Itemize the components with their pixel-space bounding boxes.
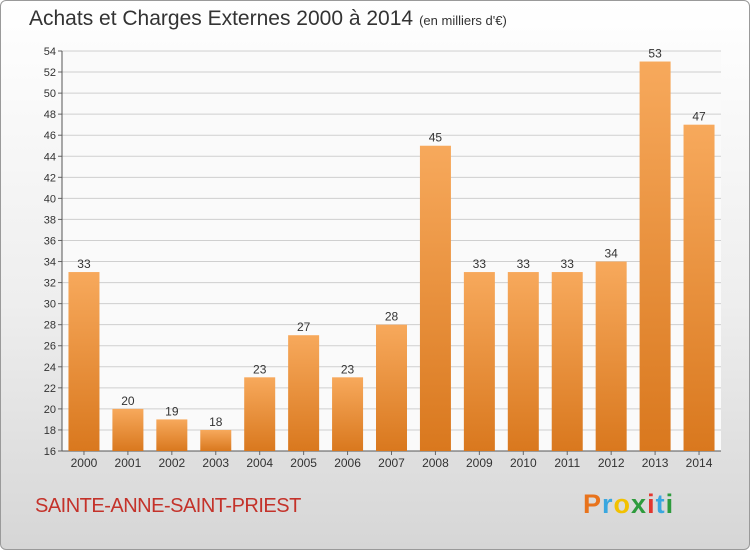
logo-letter: i [665,489,675,519]
y-tick-label: 36 [44,235,56,247]
bar [68,272,100,451]
x-tick-label: 2000 [71,456,98,470]
proxiti-logo: Proxiti [583,489,674,520]
bar [463,272,495,451]
y-tick-label: 16 [44,446,56,458]
bar [200,429,232,451]
x-tick-label: 2014 [686,456,713,470]
bar [288,335,320,451]
bar-value-label: 20 [121,394,135,408]
y-tick-label: 38 [44,214,56,226]
bar [376,324,407,451]
x-tick-label: 2008 [422,456,449,470]
bar [595,261,627,451]
logo-letter: o [613,489,632,519]
bar [551,272,583,451]
bar-value-label: 33 [473,257,487,271]
bar-value-label: 53 [648,47,662,61]
y-tick-label: 48 [44,109,56,121]
y-tick-label: 26 [44,341,56,353]
bar-value-label: 18 [209,415,223,429]
x-tick-label: 2011 [554,456,580,470]
x-tick-label: 2003 [202,456,229,470]
logo-letter: t [655,489,666,519]
logo-letter: P [583,489,603,519]
y-tick-label: 52 [44,67,56,79]
x-tick-label: 2002 [158,456,185,470]
bar-value-label: 28 [385,310,399,324]
bar-value-label: 33 [517,257,531,271]
bar-value-label: 47 [692,110,706,124]
y-tick-label: 54 [44,46,56,58]
bar-value-label: 33 [77,257,91,271]
y-tick-label: 20 [44,404,56,416]
y-tick-label: 44 [44,151,56,163]
y-tick-label: 24 [44,362,56,374]
y-tick-label: 50 [44,88,56,100]
y-tick-label: 28 [44,320,56,332]
x-tick-label: 2001 [115,456,142,470]
x-tick-label: 2005 [290,456,317,470]
y-tick-label: 22 [44,383,56,395]
bar [156,419,188,451]
x-tick-label: 2009 [466,456,493,470]
bar-value-label: 45 [429,131,443,145]
bar-value-label: 19 [165,404,179,418]
bar [112,408,144,451]
y-tick-label: 34 [44,257,56,269]
commune-name: SAINTE-ANNE-SAINT-PRIEST [35,495,301,517]
bar [639,61,671,452]
bar-value-label: 27 [297,320,311,334]
x-tick-label: 2012 [598,456,625,470]
x-tick-label: 2006 [334,456,361,470]
bar-value-label: 23 [341,362,355,376]
y-tick-label: 32 [44,278,56,290]
chart-title: Achats et Charges Externes 2000 à 2014 (e… [29,7,507,31]
bar [507,272,539,451]
logo-letter: r [602,489,614,519]
y-tick-label: 46 [44,130,56,142]
bar [332,377,364,451]
y-tick-label: 40 [44,193,56,205]
y-tick-label: 30 [44,299,56,311]
bar-value-label: 33 [561,257,575,271]
y-tick-label: 18 [44,425,56,437]
chart-title-text: Achats et Charges Externes 2000 à 2014 [29,7,414,30]
chart-subtitle: (en milliers d'€) [419,13,507,28]
bar [244,377,276,451]
x-tick-label: 2013 [642,456,669,470]
bar [419,145,451,451]
logo-letter: x [631,489,648,519]
y-tick-label: 42 [44,172,56,184]
logo-letter: i [647,489,656,519]
bar-value-label: 34 [604,247,618,261]
bar-value-label: 23 [253,362,267,376]
x-tick-label: 2010 [510,456,537,470]
x-tick-label: 2007 [378,456,405,470]
bar [683,124,715,452]
x-tick-label: 2004 [246,456,273,470]
